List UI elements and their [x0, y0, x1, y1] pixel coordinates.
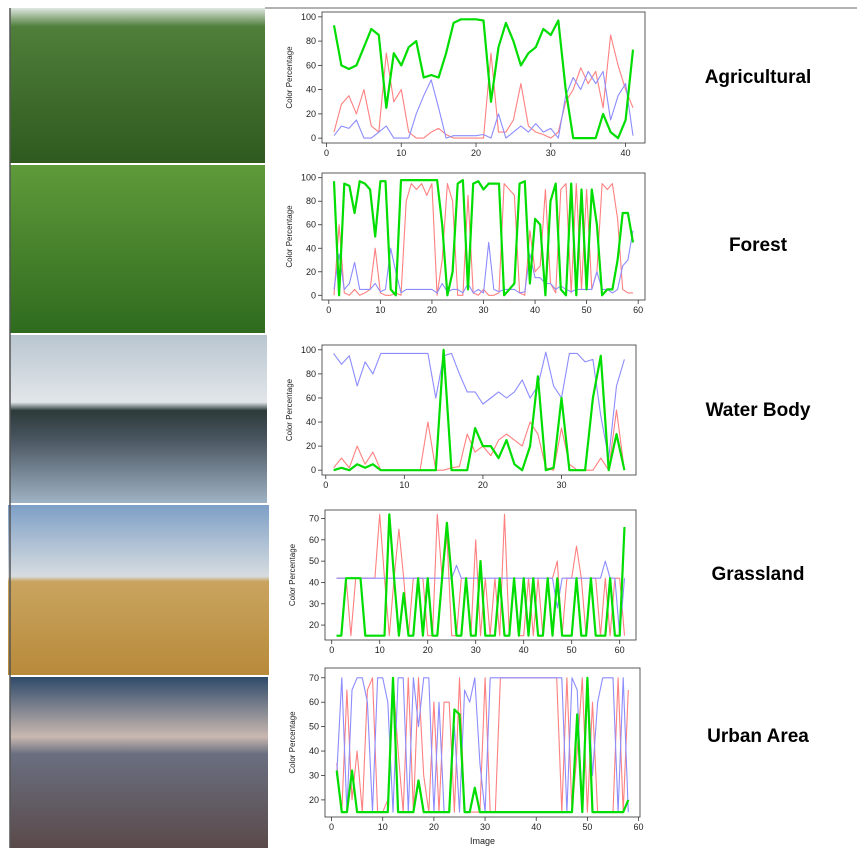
y-tick-label: 0 [311, 290, 316, 300]
x-tick-label: 60 [615, 645, 625, 655]
y-tick-label: 80 [306, 369, 316, 379]
y-tick-label: 20 [309, 620, 319, 630]
y-tick-label: 100 [301, 12, 316, 22]
y-tick-label: 50 [309, 556, 319, 566]
x-tick-label: 30 [546, 148, 556, 158]
y-tick-label: 30 [309, 599, 319, 609]
y-tick-label: 20 [306, 441, 316, 451]
y-tick-label: 80 [306, 196, 316, 206]
x-tick-label: 0 [323, 480, 328, 490]
y-tick-label: 80 [306, 36, 316, 46]
x-tick-label: 40 [621, 148, 631, 158]
y-tick-label: 40 [309, 577, 319, 587]
x-tick-label: 10 [375, 305, 385, 315]
x-tick-label: 30 [471, 645, 481, 655]
x-tick-label: 10 [378, 822, 388, 832]
x-tick-label: 10 [399, 480, 409, 490]
x-tick-label: 20 [478, 480, 488, 490]
y-tick-label: 30 [309, 770, 319, 780]
series-line [334, 350, 625, 470]
x-tick-label: 0 [324, 148, 329, 158]
x-tick-label: 50 [567, 645, 577, 655]
x-axis-label: Image [470, 836, 495, 846]
x-tick-label: 30 [556, 480, 566, 490]
row-label: Agricultural [705, 67, 812, 88]
x-tick-label: 30 [480, 822, 490, 832]
figure: 010203040020406080100Color PercentageAgr… [0, 0, 857, 848]
series-line [334, 19, 633, 138]
y-tick-label: 20 [309, 795, 319, 805]
photo [10, 677, 268, 848]
photo [10, 335, 267, 503]
y-axis-label: Color Percentage [288, 543, 297, 606]
y-tick-label: 70 [309, 673, 319, 683]
x-tick-label: 30 [478, 305, 488, 315]
y-tick-label: 60 [306, 60, 316, 70]
row-label: Water Body [706, 400, 811, 421]
y-tick-label: 60 [309, 535, 319, 545]
y-tick-label: 0 [311, 133, 316, 143]
y-axis-label: Color Percentage [285, 205, 294, 268]
x-tick-label: 10 [375, 645, 385, 655]
series-line [334, 352, 625, 458]
y-tick-label: 50 [309, 722, 319, 732]
photo [10, 165, 265, 333]
y-axis-label: Color Percentage [285, 46, 294, 109]
photo [8, 505, 269, 675]
y-tick-label: 100 [301, 345, 316, 355]
x-tick-label: 20 [471, 148, 481, 158]
y-tick-label: 40 [306, 417, 316, 427]
x-tick-label: 0 [329, 822, 334, 832]
y-tick-label: 20 [306, 109, 316, 119]
row-label: Forest [729, 235, 788, 256]
x-tick-label: 40 [519, 645, 529, 655]
x-tick-label: 20 [423, 645, 433, 655]
x-tick-label: 40 [531, 822, 541, 832]
row-label: Grassland [712, 564, 805, 585]
series-line [334, 410, 625, 470]
x-tick-label: 0 [329, 645, 334, 655]
x-tick-label: 50 [582, 305, 592, 315]
y-tick-label: 20 [306, 267, 316, 277]
x-tick-label: 10 [396, 148, 406, 158]
plot-frame [322, 345, 636, 475]
x-tick-label: 20 [429, 822, 439, 832]
x-tick-label: 60 [634, 822, 644, 832]
photo [10, 8, 265, 163]
row-label: Urban Area [707, 726, 809, 747]
y-tick-label: 60 [306, 220, 316, 230]
y-tick-label: 40 [309, 746, 319, 756]
y-tick-label: 40 [306, 243, 316, 253]
y-axis-label: Color Percentage [285, 378, 294, 441]
x-tick-label: 60 [633, 305, 643, 315]
y-tick-label: 100 [301, 173, 316, 183]
series-line [334, 35, 633, 138]
x-tick-label: 50 [582, 822, 592, 832]
y-tick-label: 0 [311, 465, 316, 475]
x-tick-label: 0 [326, 305, 331, 315]
y-tick-label: 60 [306, 393, 316, 403]
y-tick-label: 60 [309, 697, 319, 707]
y-tick-label: 40 [306, 85, 316, 95]
x-tick-label: 40 [530, 305, 540, 315]
y-tick-label: 70 [309, 514, 319, 524]
y-axis-label: Color Percentage [288, 711, 297, 774]
x-tick-label: 20 [427, 305, 437, 315]
